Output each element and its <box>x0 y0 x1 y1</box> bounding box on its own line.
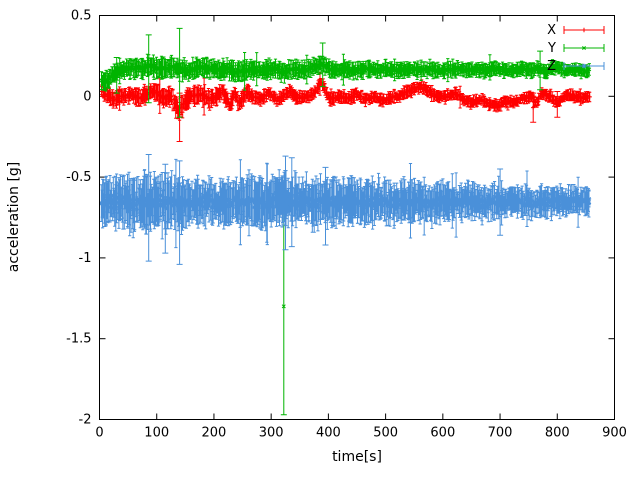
x-tick-label: 0 <box>95 426 103 441</box>
y-axis-label: acceleration [g] <box>6 162 22 273</box>
legend-sample-z <box>563 62 605 70</box>
series-X-markers <box>99 80 592 115</box>
y-tick-label: 0 <box>83 89 91 104</box>
legend-sample-x <box>563 26 605 34</box>
series-X <box>99 72 592 142</box>
y-tick-label: -2 <box>79 413 92 428</box>
y-tick-label: 0.5 <box>71 9 92 24</box>
series-Y-markers <box>99 60 592 309</box>
x-axis-label: time[s] <box>332 449 382 465</box>
x-tick-label: 900 <box>602 426 627 441</box>
y-tick-label: -0.5 <box>66 170 91 185</box>
legend-sample-y <box>563 44 605 52</box>
y-tick-label: -1 <box>79 251 92 266</box>
x-tick-label: 200 <box>202 426 227 441</box>
legend-label-y: Y <box>547 41 556 56</box>
series-Z-markers <box>99 190 592 213</box>
x-tick-label: 800 <box>545 426 570 441</box>
tick-labels: 0 100 200 300 400 500 600 700 800 900 0.5 0 -0.5 -1 -1… <box>66 9 627 441</box>
series-Z <box>99 154 592 265</box>
x-tick-label: 500 <box>373 426 398 441</box>
x-tick-label: 300 <box>259 426 284 441</box>
plot-border <box>99 15 615 420</box>
x-tick-label: 600 <box>430 426 455 441</box>
series-Z-errorbars <box>99 154 591 265</box>
legend-label-x: X <box>547 23 556 38</box>
legend-label-z: Z <box>547 59 556 74</box>
x-tick-label: 100 <box>144 426 169 441</box>
y-tick-label: -1.5 <box>66 332 91 347</box>
series-Y-errorbars <box>99 27 591 416</box>
legend: X Y Z <box>547 23 605 74</box>
x-tick-label: 400 <box>316 426 341 441</box>
x-tick-label: 700 <box>488 426 513 441</box>
series-Y <box>99 27 592 416</box>
plot-area: 0 100 200 300 400 500 600 700 800 900 0.5 0 -0.5 -1 -1… <box>66 9 627 441</box>
